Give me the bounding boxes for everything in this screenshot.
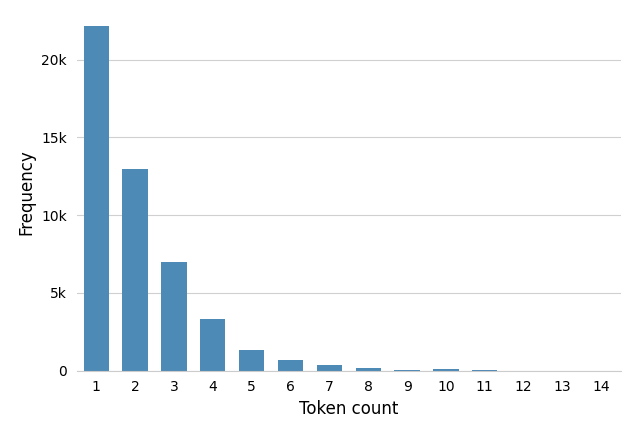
Bar <box>472 370 497 371</box>
X-axis label: Token count: Token count <box>299 400 399 418</box>
Bar <box>161 262 187 371</box>
Bar <box>394 370 420 371</box>
Bar <box>122 169 148 371</box>
Bar <box>433 369 459 371</box>
Bar <box>84 26 109 371</box>
Bar <box>356 368 381 371</box>
Bar <box>317 365 342 371</box>
Bar <box>278 360 303 371</box>
Bar <box>239 351 264 371</box>
Y-axis label: Frequency: Frequency <box>18 149 36 235</box>
Bar <box>200 319 225 371</box>
